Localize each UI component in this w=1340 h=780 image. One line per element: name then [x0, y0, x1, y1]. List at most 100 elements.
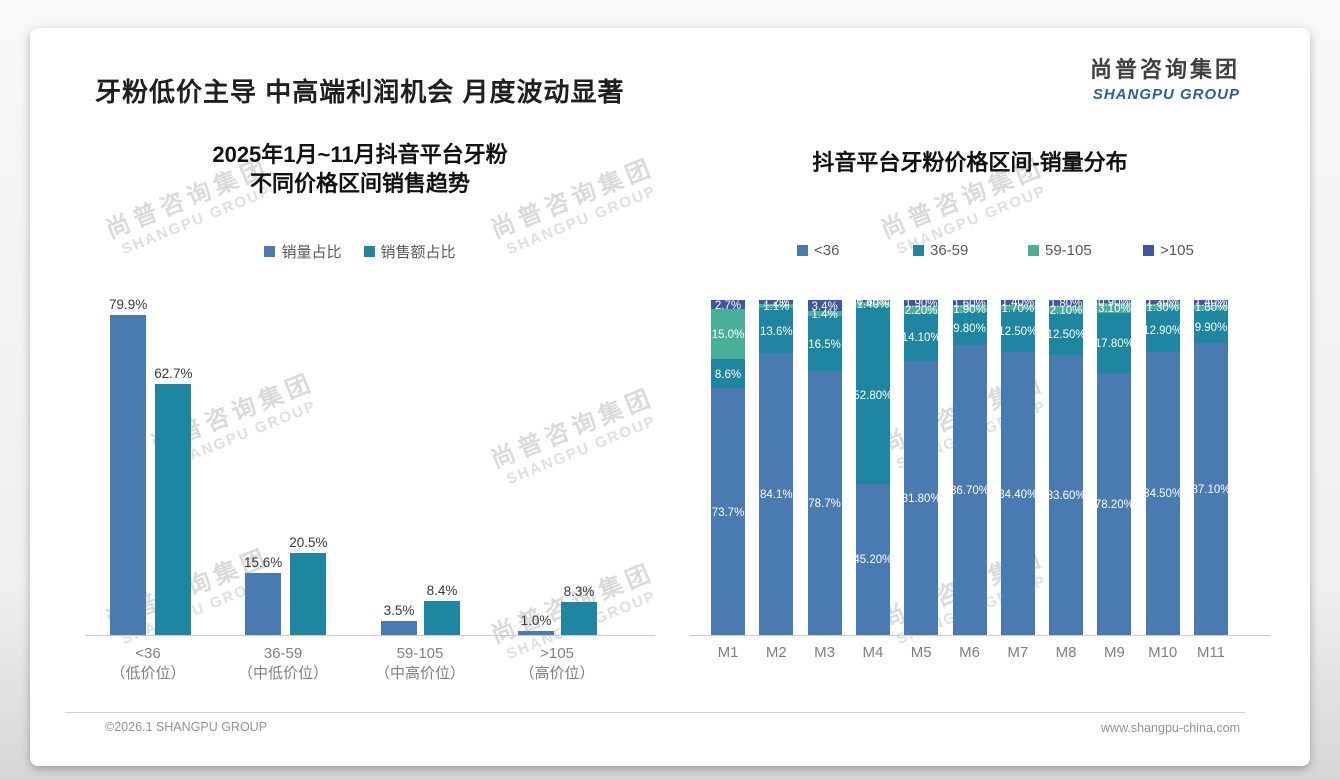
bar-column: 62.7% [154, 366, 193, 635]
bar [381, 621, 417, 635]
bar-segment [711, 300, 745, 310]
month-label: M3 [814, 644, 836, 661]
bar-segment [952, 300, 987, 306]
bar-group: 15.6% 20.5% [244, 535, 328, 635]
bar-segment [807, 300, 842, 312]
month-label: M11 [1196, 644, 1226, 661]
category-label: 36-59 （中低价位） [237, 645, 328, 682]
legend-item: >105 [1143, 242, 1194, 259]
category-label: 59-105 （中高价位） [374, 645, 465, 682]
bar-column: 3.5% [381, 603, 417, 635]
segment-label: 73.7% [711, 506, 745, 519]
bar-value-label: 79.9% [109, 297, 148, 313]
month-label: M10 [1148, 644, 1178, 661]
bar [155, 384, 192, 635]
legend-label: >105 [1160, 242, 1194, 259]
segment-label: 3.10% [1098, 303, 1131, 316]
segment-label: 2.10% [1049, 304, 1083, 317]
legend-swatch-teal [363, 246, 375, 257]
bar-segment [855, 306, 890, 484]
bar-segment [855, 300, 890, 303]
category-label: >105 （高价位） [519, 645, 595, 682]
bar-segment [1000, 310, 1035, 353]
grouped-bar-chart: 79.9% 62.7% 15.6% 20.5% 3.5% 8.4% 1.0% 8.3% [85, 297, 655, 636]
segment-label: 1.70% [1001, 302, 1035, 315]
bar-column: 20.5% [289, 535, 328, 635]
month-label: M5 [910, 644, 932, 661]
stacked-bar: 87.10% 9.90% 1.60% 1.40% [1191, 297, 1231, 635]
segment-label: 1.2% [763, 297, 790, 310]
slide-card: 牙粉低价主导 中高端利润机会 月度波动显著 尚普咨询集团 SHANGPU GRO… [30, 28, 1310, 766]
bar [245, 572, 282, 635]
bar-segment [904, 306, 939, 314]
legend-swatch [1143, 245, 1154, 256]
bar-segment [904, 300, 939, 307]
bar-segment [904, 313, 939, 361]
footer-divider [65, 712, 1245, 713]
stacked-bar: 45.20% 52.80% 1.40% 0.60% [853, 296, 893, 635]
month-label: M2 [765, 644, 787, 661]
month-label: M7 [1007, 644, 1029, 661]
bar-segment [904, 360, 939, 635]
legend-swatch [797, 245, 808, 256]
bar-segment [759, 353, 794, 635]
stacked-bar: 73.7% 8.6% 15.0% 2.7% [711, 300, 745, 635]
segment-label: 84.1% [759, 489, 793, 502]
segment-label: 12.50% [1046, 329, 1086, 342]
segment-label: 52.80% [853, 390, 893, 403]
bar-segment [1049, 354, 1084, 635]
bar-value-label: 62.7% [154, 366, 193, 382]
segment-label: 1.40% [1001, 297, 1035, 310]
bar-column: 8.3% [561, 584, 597, 635]
right-chart-title: 抖音平台牙粉价格区间-销量分布 [812, 150, 1128, 175]
category-label: <36 （低价位） [110, 645, 186, 682]
bar [561, 601, 597, 635]
bar-segment [1194, 300, 1228, 305]
month-label: M8 [1055, 644, 1077, 661]
left-chart-title: 2025年1月~11月抖音平台牙粉 不同价格区间销售趋势 [212, 142, 508, 196]
bar-value-label: 3.5% [383, 603, 415, 618]
stacked-bar: 84.40% 12.50% 1.70% 1.40% [998, 297, 1038, 635]
bar-group: 3.5% 8.4% [381, 583, 460, 635]
month-label: M4 [862, 644, 884, 661]
segment-label: 1.30% [1146, 297, 1179, 310]
bar-segment [711, 388, 745, 635]
bar-segment [711, 309, 745, 360]
month-label: M9 [1103, 644, 1125, 661]
footer-copyright: ©2026.1 SHANGPU GROUP [105, 720, 268, 734]
segment-label: 45.20% [853, 554, 893, 567]
legend-item: <36 [797, 242, 839, 259]
bar [290, 553, 327, 635]
bar-column: 1.0% [518, 613, 554, 635]
bar-segment [1145, 300, 1180, 305]
segment-label: 1.30% [1146, 301, 1179, 314]
stacked-bar: 78.7% 16.5% 1.4% 3.4% [807, 300, 842, 635]
segment-label: 8.6% [714, 368, 742, 381]
segment-label: 78.7% [808, 498, 841, 511]
segment-label: 3.4% [811, 300, 838, 313]
bar-segment [855, 302, 890, 307]
bar-value-label: 20.5% [289, 535, 328, 550]
bar-segment [1194, 343, 1228, 635]
segment-label: 15.0% [711, 329, 745, 342]
segment-label: 16.5% [808, 338, 841, 351]
segment-label: 9.80% [953, 323, 986, 336]
legend-swatch [913, 245, 924, 256]
bar-segment [952, 305, 987, 312]
bar-segment [759, 300, 794, 305]
bar-segment [759, 307, 794, 354]
segment-label: 14.10% [901, 332, 941, 345]
bar-segment [711, 359, 745, 389]
segment-label: 12.50% [998, 326, 1038, 339]
bar-segment [759, 304, 794, 308]
bar-segment [1194, 304, 1228, 311]
segment-label: 78.20% [1094, 499, 1134, 512]
stacked-bar: 83.60% 12.50% 2.10% 1.80% [1046, 298, 1086, 635]
stacked-bar: 78.20% 17.80% 3.10% 0.90% [1094, 297, 1134, 635]
bar-segment [855, 483, 890, 635]
segment-label: 83.60% [1046, 489, 1086, 502]
segment-label: 2.7% [714, 299, 742, 312]
bar-segment [952, 344, 987, 635]
legend-item: 59-105 [1028, 242, 1092, 259]
bar-segment [1000, 352, 1035, 635]
